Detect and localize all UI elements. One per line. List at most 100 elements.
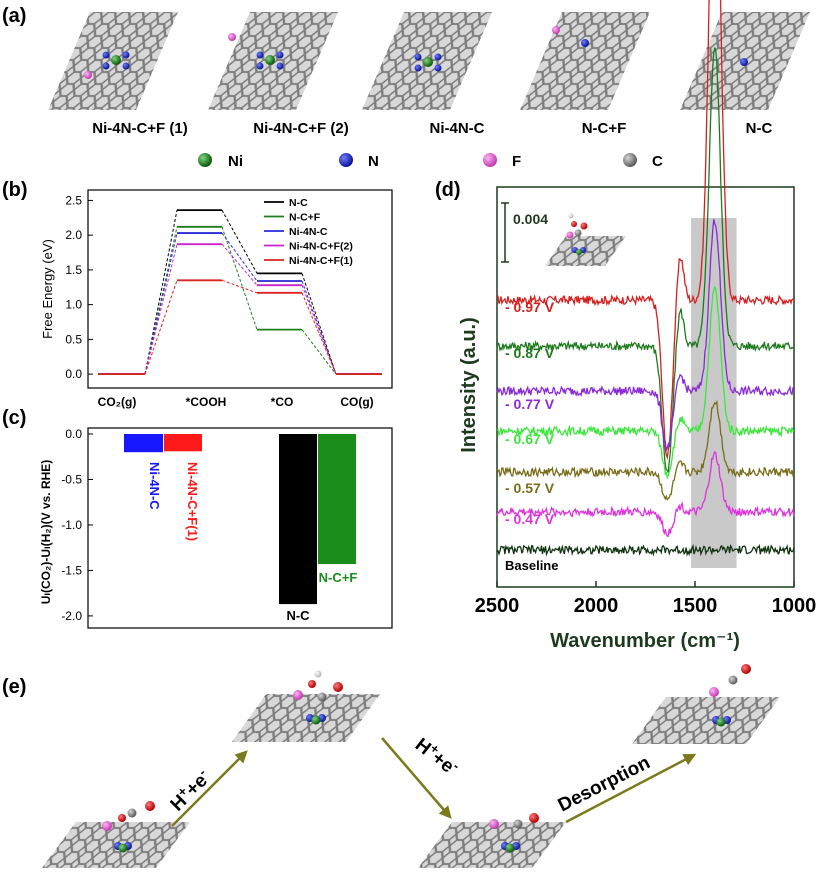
x-category-labels: CO₂(g) *COOH *CO CO(g)	[98, 395, 374, 409]
legend-label: Ni-4N-C+F(2)	[289, 241, 353, 253]
catalyst-sheet	[418, 822, 566, 868]
n-atom	[740, 58, 748, 66]
spectrum-4	[496, 285, 795, 480]
atom-legend: Ni N F C	[198, 153, 663, 170]
structure-n-c-f	[520, 12, 650, 110]
spectrum-label: Baseline	[505, 558, 558, 573]
series-ni-4n-c-f-1-	[98, 279, 382, 376]
stage-cooh	[232, 670, 380, 742]
x-category-label: CO(g)	[340, 395, 373, 409]
legend-c-icon	[623, 153, 637, 167]
c-atom	[127, 808, 137, 818]
f-atom	[552, 26, 560, 34]
spectra: - 0.97 V - 0.87 V - 0.77 V - 0.67 V - 0.57 V…	[496, 0, 795, 573]
step-arrow-1	[171, 750, 248, 827]
reaction-pathway: H++e- H++e- Desorption	[42, 664, 780, 868]
spectrum-label: - 0.87 V	[505, 345, 555, 361]
scale-bar-label: 0.004	[513, 211, 548, 227]
n-atom	[256, 51, 264, 59]
free-energy-chart: Free Energy (eV) 0.0 0.5 1.0 1.5 2.0 2.5 CO₂(…	[40, 189, 393, 409]
x-category-label: *CO	[271, 395, 294, 409]
bar-label: Ni-4N-C	[147, 462, 162, 510]
x-axis-label: Wavenumber (cm⁻¹)	[550, 630, 740, 652]
n-atom	[122, 51, 130, 59]
structure-ni-4n-c-f-1	[48, 12, 178, 110]
legend-label: F	[512, 153, 521, 170]
connector	[221, 279, 258, 294]
limiting-potential-chart: Uₗ(CO₂)-Uₗ(H₂)(V vs. RHE) 0.0 -0.5 -1.0 -1.…	[39, 427, 393, 629]
spectrum-label: - 0.77 V	[505, 396, 555, 412]
ni-atom	[265, 55, 275, 65]
inset-o-atom	[580, 222, 588, 230]
f-atom	[84, 71, 92, 79]
f-atom	[228, 33, 236, 41]
legend-ni-icon	[198, 153, 212, 167]
ni-atom	[118, 843, 128, 853]
o-atom	[118, 814, 126, 822]
structure-label: Ni-4N-C+F (1)	[92, 120, 187, 137]
spectrum-label: - 0.97 V	[505, 299, 555, 315]
y-ticks: 0.0 0.5 1.0 1.5 2.0 2.5	[65, 193, 93, 381]
panel-a-structures	[48, 12, 810, 110]
legend-f-icon	[483, 153, 497, 167]
structure-ni-4n-c	[362, 12, 492, 110]
ftir-spectra-chart: Intensity (a.u.) Wavenumber (cm⁻¹) 2500 2…	[458, 0, 816, 652]
y-tick-label: -1.5	[61, 563, 82, 577]
o-atom	[741, 664, 751, 674]
connector	[144, 244, 178, 375]
legend: N-C N-C+F Ni-4N-C Ni-4N-C+F(2) Ni-4N-C+F(1)	[264, 197, 353, 267]
bar-ni-4n-c-f-1-	[164, 434, 202, 452]
inset-o-atom	[571, 221, 577, 227]
legend-label: N	[368, 153, 379, 170]
ni-atom	[423, 57, 433, 67]
panel-label-d: (d)	[435, 179, 461, 201]
x-tick-label: 2000	[574, 595, 619, 617]
y-tick-label: -1.0	[61, 518, 82, 532]
structure-labels: Ni-4N-C+F (1) Ni-4N-C+F (2) Ni-4N-C N-C+…	[92, 120, 772, 137]
c-atom	[513, 819, 523, 829]
connector	[144, 210, 178, 375]
spectrum-1	[496, 0, 795, 460]
y-tick-label: 0.5	[65, 332, 82, 346]
x-tick-label: 2500	[475, 595, 520, 617]
x-ticks: 2500 2000 1500 1000	[475, 581, 816, 617]
o-atom	[308, 680, 316, 688]
structure-ni-4n-c-f-2	[208, 12, 338, 110]
y-axis-label: Intensity (a.u.)	[458, 317, 480, 453]
spectrum-label: - 0.57 V	[505, 480, 555, 496]
c-atom	[317, 692, 327, 702]
n-atom	[434, 64, 442, 72]
scale-bar: 0.004	[501, 202, 548, 263]
spectrum-2	[496, 47, 795, 473]
y-tick-label: -2.0	[61, 609, 82, 623]
bars: Ni-4N-C Ni-4N-C+F(1) N-C N-C+F	[124, 434, 357, 623]
connector	[301, 280, 337, 375]
structure-label: N-C+F	[582, 120, 627, 137]
legend-label: Ni	[228, 153, 243, 170]
graphene-sheet	[520, 12, 650, 110]
connector	[221, 209, 258, 274]
n-atom	[102, 62, 110, 70]
highlight-band	[691, 218, 737, 568]
structure-label: N-C	[746, 120, 773, 137]
connector	[221, 243, 258, 286]
bar-ni-4n-c	[124, 434, 163, 453]
y-axis-label: Free Energy (eV)	[40, 239, 55, 339]
spectrum-label: - 0.67 V	[505, 431, 555, 447]
inset-h-atom	[568, 213, 574, 219]
spectrum-7	[496, 543, 795, 557]
legend-n-icon	[339, 153, 353, 167]
y-tick-label: 2.5	[65, 193, 82, 207]
panel-label-a: (a)	[2, 5, 26, 27]
connector	[144, 280, 178, 375]
n-atom	[256, 62, 264, 70]
o-atom	[529, 813, 539, 823]
n-atom	[414, 64, 422, 72]
panel-label-b: (b)	[2, 179, 28, 201]
connector	[301, 273, 337, 375]
stage-co-adsorbed	[418, 813, 566, 868]
plot-frame	[87, 189, 393, 389]
y-tick-label: 0.0	[65, 367, 82, 381]
connector	[301, 285, 337, 375]
n-atom	[581, 39, 589, 47]
